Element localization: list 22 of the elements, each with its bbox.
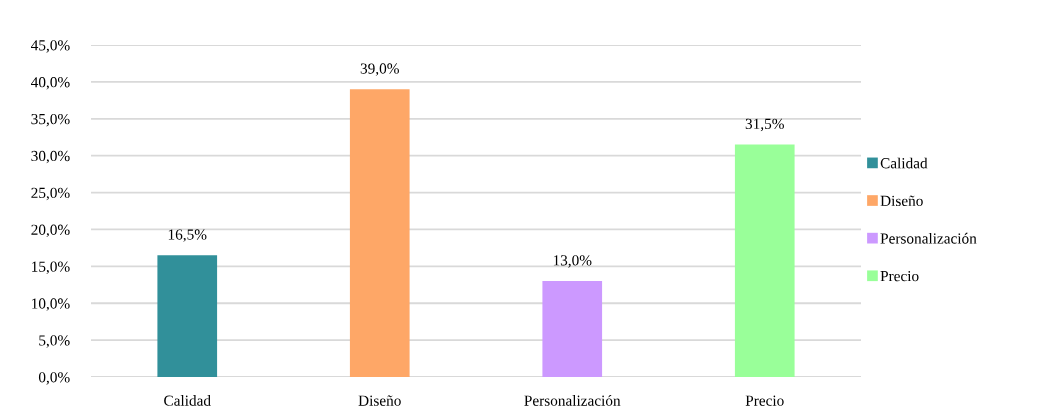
y-tick-label: 30,0% (31, 150, 70, 164)
y-tick-label: 15,0% (32, 261, 70, 274)
y-tick-label: 5,0% (39, 335, 70, 348)
legend-label: Personalización (880, 232, 977, 244)
x-tick-label: Calidad (164, 395, 211, 406)
data-label: 31,5% (745, 118, 784, 132)
y-tick-label: 20,0% (31, 224, 70, 238)
legend-label: Diseño (880, 195, 923, 207)
x-tick-label: Precio (745, 395, 784, 406)
x-tick-label: Personalización (524, 395, 621, 406)
y-tick-label: 45,0% (31, 40, 70, 53)
x-tick-label: Diseño (358, 395, 401, 406)
y-tick-label: 40,0% (31, 77, 70, 90)
data-label: 16,5% (168, 229, 207, 242)
data-label: 39,0% (360, 63, 399, 76)
y-tick-label: 25,0% (31, 187, 70, 201)
data-label: 13,0% (553, 255, 592, 268)
y-tick-label: 35,0% (31, 113, 70, 127)
y-tick-label: 10,0% (32, 298, 70, 311)
legend-label: Calidad (880, 157, 928, 169)
y-tick-label: 0,0% (38, 372, 70, 385)
legend-label: Precio (880, 271, 919, 282)
